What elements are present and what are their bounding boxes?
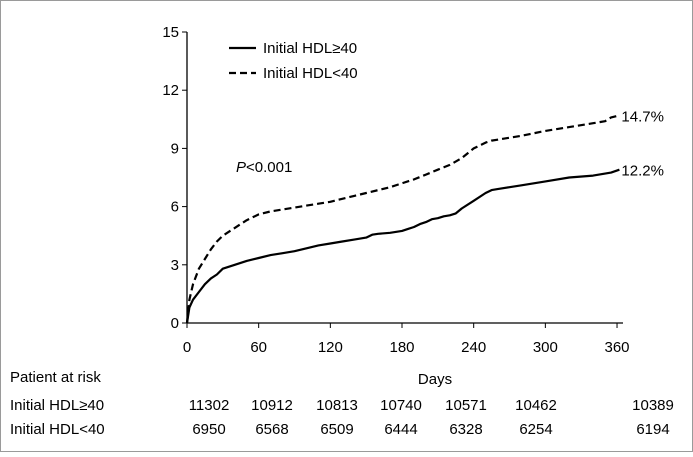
x-tick-label: 180 — [389, 339, 414, 356]
legend-label-2: Initial HDL<40 — [263, 65, 358, 82]
risk-cell: 10571 — [445, 397, 487, 414]
p-value-annotation: P<0.001 — [236, 159, 292, 176]
risk-cell: 10740 — [380, 397, 422, 414]
risk-row-1: Initial HDL≥40 11302 10912 10813 10740 10571 1… — [0, 395, 693, 417]
series-layer — [185, 114, 620, 324]
end-label-2: 14.7% — [621, 108, 664, 125]
risk-cell: 6194 — [636, 421, 670, 438]
y-tick-label: 3 — [171, 257, 179, 274]
x-tick-label: 0 — [183, 339, 191, 356]
risk-cell: 6254 — [519, 421, 553, 438]
legend-label-1: Initial HDL≥40 — [263, 40, 357, 57]
risk-row-label: Initial HDL<40 — [10, 421, 105, 438]
p-value-symbol: P — [236, 159, 246, 176]
x-tick-label: 360 — [605, 339, 630, 356]
x-tick-label: 300 — [533, 339, 558, 356]
x-tick-label: 60 — [250, 339, 267, 356]
risk-cell: 10912 — [251, 397, 293, 414]
risk-cell: 6444 — [384, 421, 418, 438]
risk-cell: 10462 — [515, 397, 557, 414]
y-tick-label: 0 — [171, 315, 179, 332]
risk-cell: 6568 — [255, 421, 289, 438]
risk-table-title: Patient at risk — [10, 369, 101, 386]
y-tick-label: 6 — [171, 199, 179, 216]
series-line-2 — [185, 114, 620, 324]
risk-cell: 6950 — [192, 421, 226, 438]
y-tick-label: 12 — [162, 82, 179, 99]
p-value-number: <0.001 — [246, 159, 292, 176]
series-line-1 — [185, 168, 620, 324]
x-tick-label: 240 — [461, 339, 486, 356]
annotations: 12.2% 14.7% P<0.001 — [236, 108, 664, 179]
risk-row-label: Initial HDL≥40 — [10, 397, 105, 414]
axes: 0 3 6 9 12 15 0 60 120 180 240 300 360 Days — [162, 24, 629, 388]
y-tick-label: 9 — [171, 140, 179, 157]
x-axis-label: Days — [418, 371, 452, 388]
risk-cell: 10813 — [316, 397, 358, 414]
risk-cell: 10389 — [632, 397, 674, 414]
legend: Initial HDL≥40 Initial HDL<40 — [229, 40, 358, 82]
risk-cell: 11302 — [188, 397, 230, 414]
x-tick-label: 120 — [318, 339, 343, 356]
risk-row-2: Initial HDL<40 6950 6568 6509 6444 6328 6254 61… — [0, 419, 693, 441]
end-label-1: 12.2% — [621, 163, 664, 180]
risk-cell: 6328 — [449, 421, 483, 438]
risk-cell: 6509 — [320, 421, 354, 438]
y-tick-label: 15 — [162, 24, 179, 41]
